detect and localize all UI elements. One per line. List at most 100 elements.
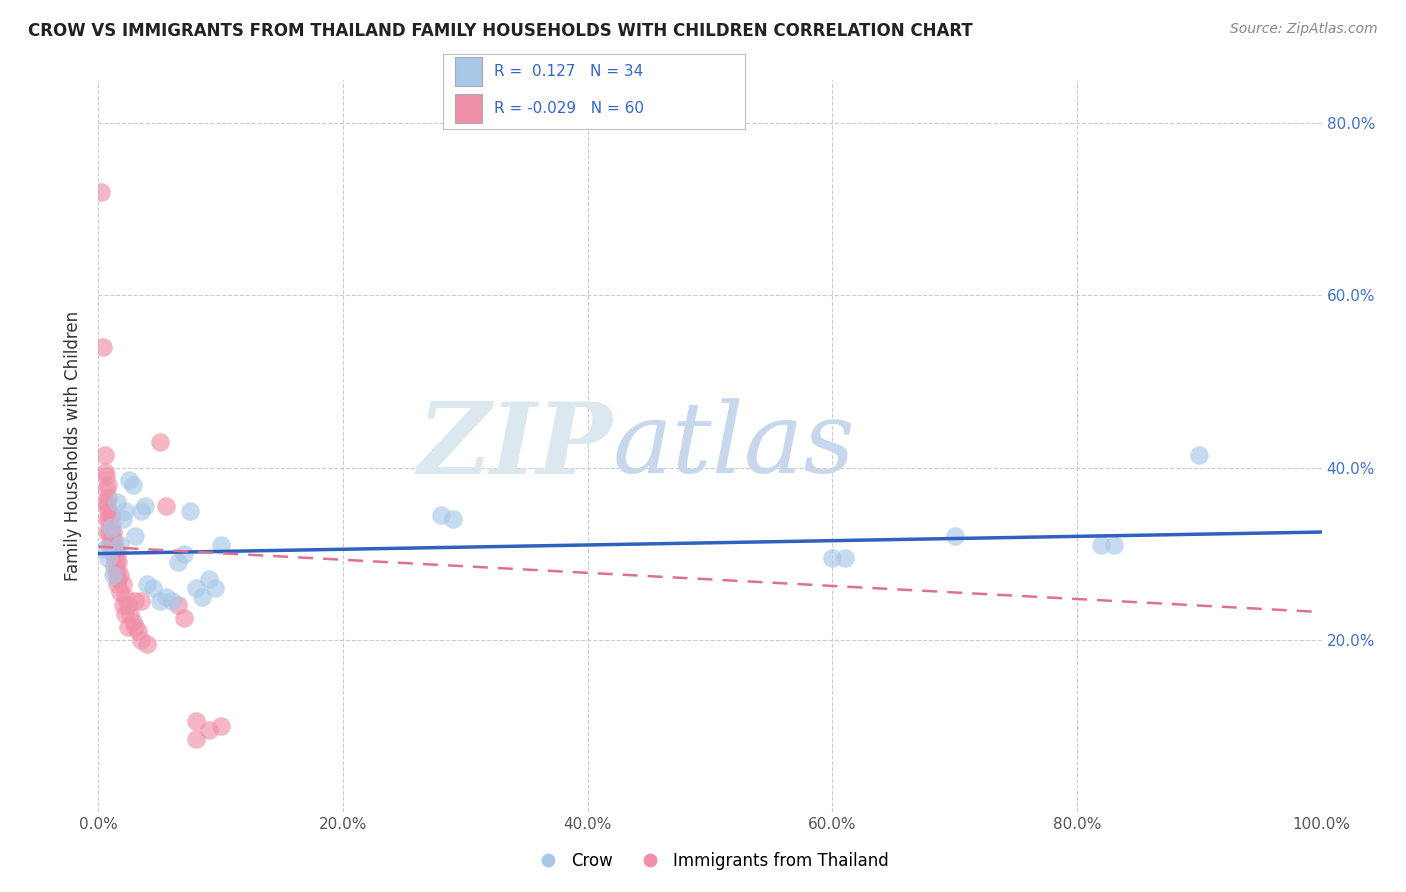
FancyBboxPatch shape xyxy=(456,94,482,122)
Point xyxy=(191,590,214,604)
Point xyxy=(124,594,146,608)
Y-axis label: Family Households with Children: Family Households with Children xyxy=(65,311,83,581)
Point xyxy=(96,512,118,526)
Point xyxy=(1188,448,1211,462)
Point xyxy=(110,538,132,552)
Point xyxy=(142,581,165,595)
Text: CROW VS IMMIGRANTS FROM THAILAND FAMILY HOUSEHOLDS WITH CHILDREN CORRELATION CHA: CROW VS IMMIGRANTS FROM THAILAND FAMILY … xyxy=(28,22,973,40)
Point xyxy=(100,508,122,522)
Point xyxy=(103,559,125,574)
Point xyxy=(121,615,143,630)
Point xyxy=(105,495,128,509)
Point xyxy=(93,542,115,557)
Point xyxy=(209,719,232,733)
Point xyxy=(101,529,124,543)
Legend: Crow, Immigrants from Thailand: Crow, Immigrants from Thailand xyxy=(524,846,896,877)
Point xyxy=(91,340,114,354)
Point xyxy=(173,547,195,561)
Point xyxy=(97,477,120,491)
Point xyxy=(110,585,132,599)
Point xyxy=(103,533,125,548)
Point xyxy=(118,474,141,488)
Point xyxy=(114,590,136,604)
Point xyxy=(129,594,152,608)
Point xyxy=(101,524,124,539)
Point xyxy=(834,550,856,565)
Point xyxy=(1090,538,1112,552)
Point xyxy=(149,434,172,449)
Text: atlas: atlas xyxy=(612,399,855,493)
Point xyxy=(105,547,128,561)
Point xyxy=(117,620,139,634)
Point xyxy=(197,573,219,587)
Point xyxy=(117,598,139,612)
Point xyxy=(124,620,146,634)
Point xyxy=(179,503,201,517)
Point xyxy=(105,576,128,591)
Point xyxy=(430,508,453,522)
Point xyxy=(94,469,117,483)
Point xyxy=(107,555,129,569)
Point xyxy=(441,512,464,526)
Point xyxy=(186,714,208,729)
Point xyxy=(127,624,149,638)
Point xyxy=(101,538,124,552)
Point xyxy=(155,590,177,604)
Point xyxy=(104,555,127,569)
Point xyxy=(101,547,124,561)
Point xyxy=(107,573,129,587)
Point xyxy=(124,529,146,543)
Point xyxy=(96,500,118,514)
Point xyxy=(94,482,117,496)
Point xyxy=(136,576,159,591)
Point xyxy=(104,568,127,582)
Point xyxy=(105,564,128,578)
Point xyxy=(129,632,152,647)
Point xyxy=(103,547,125,561)
Point xyxy=(167,598,190,612)
Point xyxy=(160,594,183,608)
Point xyxy=(197,723,219,737)
Point xyxy=(110,568,132,582)
Point xyxy=(100,521,122,535)
Point xyxy=(120,607,142,621)
Point xyxy=(96,524,118,539)
Point xyxy=(209,538,232,552)
Point xyxy=(186,581,208,595)
Point xyxy=(93,465,115,479)
Text: Source: ZipAtlas.com: Source: ZipAtlas.com xyxy=(1230,22,1378,37)
Point xyxy=(121,477,143,491)
Point xyxy=(111,512,134,526)
Point xyxy=(100,533,122,548)
FancyBboxPatch shape xyxy=(456,57,482,87)
Point xyxy=(114,503,136,517)
Point xyxy=(98,538,121,552)
Point xyxy=(111,598,134,612)
Point xyxy=(186,731,208,746)
Point xyxy=(104,542,127,557)
Point xyxy=(101,542,124,557)
Point xyxy=(97,550,120,565)
Point xyxy=(100,521,122,535)
Text: ZIP: ZIP xyxy=(418,398,612,494)
Text: R = -0.029   N = 60: R = -0.029 N = 60 xyxy=(495,102,644,116)
Point xyxy=(111,576,134,591)
Point xyxy=(97,491,120,505)
Point xyxy=(101,516,124,531)
Point xyxy=(943,529,966,543)
Point xyxy=(134,500,156,514)
Point xyxy=(114,607,136,621)
Point xyxy=(93,448,115,462)
Point xyxy=(98,512,121,526)
Point xyxy=(97,503,120,517)
Point xyxy=(90,185,112,199)
Point xyxy=(173,611,195,625)
Point xyxy=(101,568,124,582)
Point xyxy=(204,581,226,595)
Point xyxy=(155,500,177,514)
Point xyxy=(98,524,121,539)
Point xyxy=(1102,538,1125,552)
Point xyxy=(94,495,117,509)
Point xyxy=(129,503,152,517)
Point xyxy=(149,594,172,608)
